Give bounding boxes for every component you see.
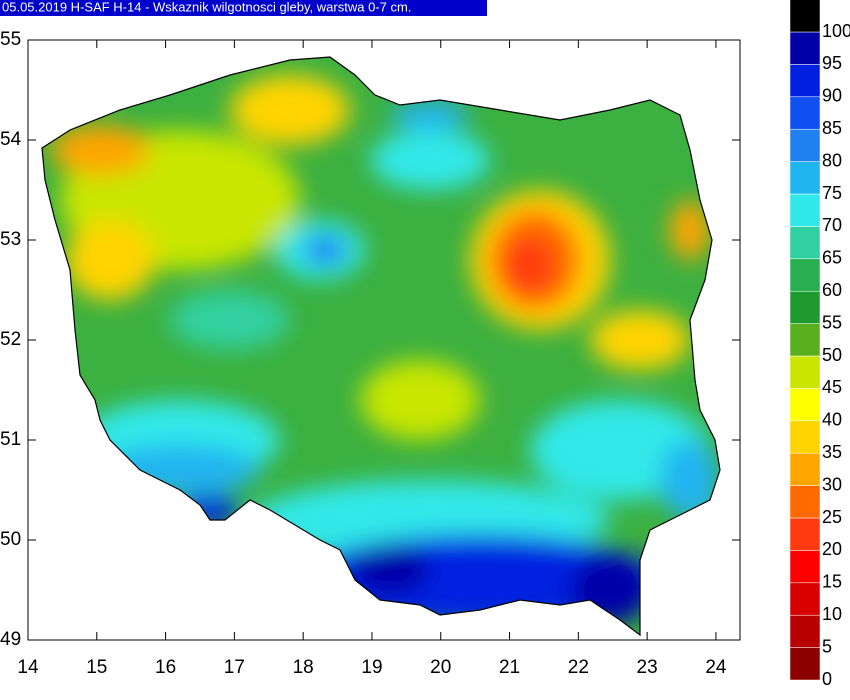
x-tick-label: 14 <box>17 657 39 678</box>
legend-label: 35 <box>822 442 842 462</box>
legend-swatch <box>789 226 821 260</box>
legend-label: 65 <box>822 248 842 268</box>
x-tick-label: 18 <box>293 657 314 678</box>
legend-label: 20 <box>822 539 842 559</box>
x-tick-label: 19 <box>361 657 382 678</box>
legend-swatch <box>789 128 821 162</box>
legend-label: 55 <box>822 312 842 332</box>
moisture-field <box>42 57 720 635</box>
y-tick-label: 53 <box>0 229 21 250</box>
x-tick-label: 24 <box>705 657 727 678</box>
legend-swatch <box>789 647 821 681</box>
legend-swatch <box>789 193 821 227</box>
x-tick-label: 15 <box>86 657 107 678</box>
x-tick-label: 21 <box>499 657 520 678</box>
y-tick-label: 51 <box>0 429 21 450</box>
legend-label: 100 <box>822 21 850 41</box>
y-tick-label: 52 <box>0 329 21 350</box>
legend-swatch <box>789 0 821 33</box>
legend-label: 85 <box>822 118 842 138</box>
legend-label: 75 <box>822 183 842 203</box>
legend-swatch <box>789 161 821 195</box>
y-tick-label: 49 <box>0 629 21 650</box>
legend-label: 45 <box>822 377 842 397</box>
legend-swatch <box>789 582 821 616</box>
legend-swatch <box>789 388 821 422</box>
x-tick-label: 20 <box>430 657 451 678</box>
legend-label: 5 <box>822 636 832 656</box>
y-tick-label: 50 <box>0 529 21 550</box>
legend-label: 60 <box>822 280 842 300</box>
legend-label: 70 <box>822 215 842 235</box>
legend-label: 30 <box>822 474 842 494</box>
legend-label: 95 <box>822 53 842 73</box>
legend-label: 40 <box>822 410 842 430</box>
legend-swatch <box>789 550 821 584</box>
map-title: 05.05.2019 H-SAF H-14 - Wskaznik wilgotn… <box>2 0 411 14</box>
legend-swatch <box>789 452 821 486</box>
y-tick-label: 54 <box>0 129 22 150</box>
legend-label: 10 <box>822 604 842 624</box>
legend-swatch <box>789 420 821 454</box>
legend-swatch <box>789 485 821 519</box>
legend-swatch <box>789 64 821 98</box>
legend-label: 25 <box>822 507 842 527</box>
legend-swatch <box>789 290 821 324</box>
legend-swatch <box>789 614 821 648</box>
y-tick-label: 55 <box>0 29 21 50</box>
x-tick-label: 17 <box>224 657 245 678</box>
legend-label: 50 <box>822 345 842 365</box>
legend-label: 80 <box>822 150 842 170</box>
legend-swatch <box>789 517 821 551</box>
legend-swatch <box>789 31 821 65</box>
legend-swatch <box>789 355 821 389</box>
legend-label: 0 <box>822 669 832 689</box>
x-tick-label: 23 <box>637 657 658 678</box>
x-tick-label: 16 <box>155 657 176 678</box>
legend-swatch <box>789 258 821 292</box>
title-background <box>0 0 487 16</box>
legend-label: 15 <box>822 572 842 592</box>
x-tick-label: 22 <box>568 657 589 678</box>
legend-swatch <box>789 96 821 130</box>
legend-label: 90 <box>822 86 842 106</box>
legend-swatch <box>789 323 821 357</box>
